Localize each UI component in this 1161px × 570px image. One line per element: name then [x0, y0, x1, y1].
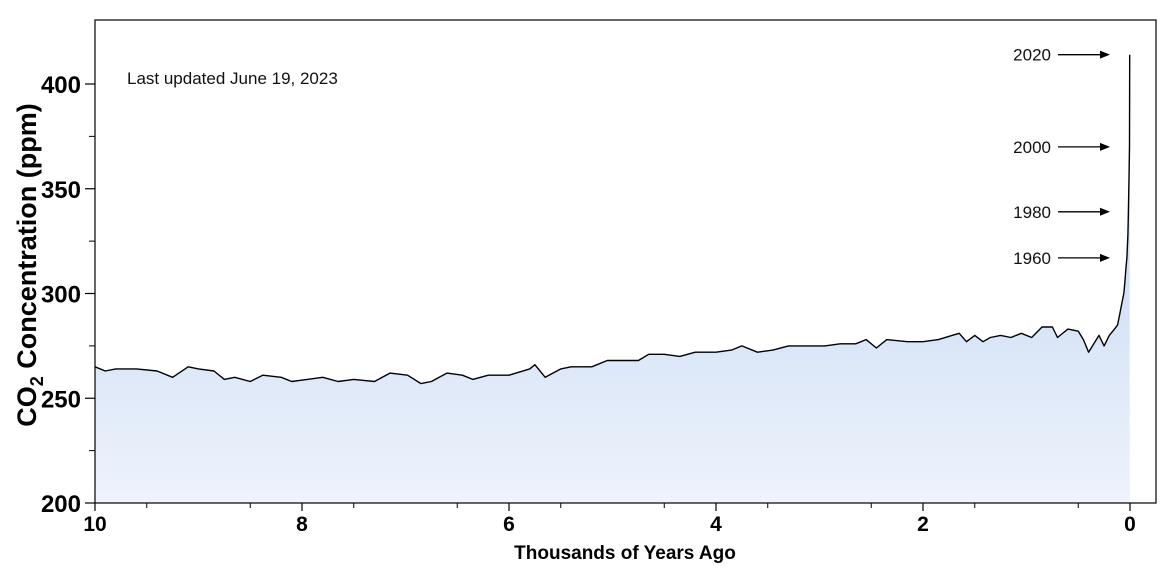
x-tick-label: 8: [296, 513, 308, 536]
y-tick-label: 250: [41, 386, 81, 413]
x-axis-title: Thousands of Years Ago: [514, 543, 736, 564]
x-tick-label: 0: [1124, 513, 1136, 536]
co2-series-line: [94, 54, 1131, 385]
y-tick-label: 300: [41, 282, 81, 309]
year-marker-label: 2000: [1013, 138, 1051, 157]
co2-area-fill: [95, 54, 1130, 503]
y-tick-label: 400: [41, 72, 81, 99]
y-tick-label: 350: [41, 177, 81, 204]
x-tick-label: 2: [917, 513, 929, 536]
x-tick-label: 6: [503, 513, 515, 536]
year-marker-arrow-head: [1100, 253, 1110, 262]
last-updated-annotation: Last updated June 19, 2023: [127, 69, 338, 88]
plot-frame: [94, 19, 1157, 504]
y-tick-label: 200: [41, 491, 81, 518]
x-tick-label: 10: [83, 513, 106, 536]
year-marker-label: 1980: [1013, 203, 1051, 222]
x-tick-label: 4: [710, 513, 722, 536]
x-axis-ticks: 10 8 6 4 2 0: [83, 503, 1136, 536]
year-markers: 2020 2000 1980 1960: [1013, 46, 1110, 268]
y-axis-ticks: 200 250 300 350 400: [41, 72, 95, 518]
year-marker-arrow-head: [1100, 142, 1110, 151]
year-marker-arrow-head: [1100, 50, 1110, 59]
year-marker-label: 2020: [1013, 46, 1051, 65]
year-marker-label: 1960: [1013, 249, 1051, 268]
y-axis-title: CO2 Concentration (ppm): [12, 103, 47, 427]
year-marker-arrow-head: [1100, 207, 1110, 216]
